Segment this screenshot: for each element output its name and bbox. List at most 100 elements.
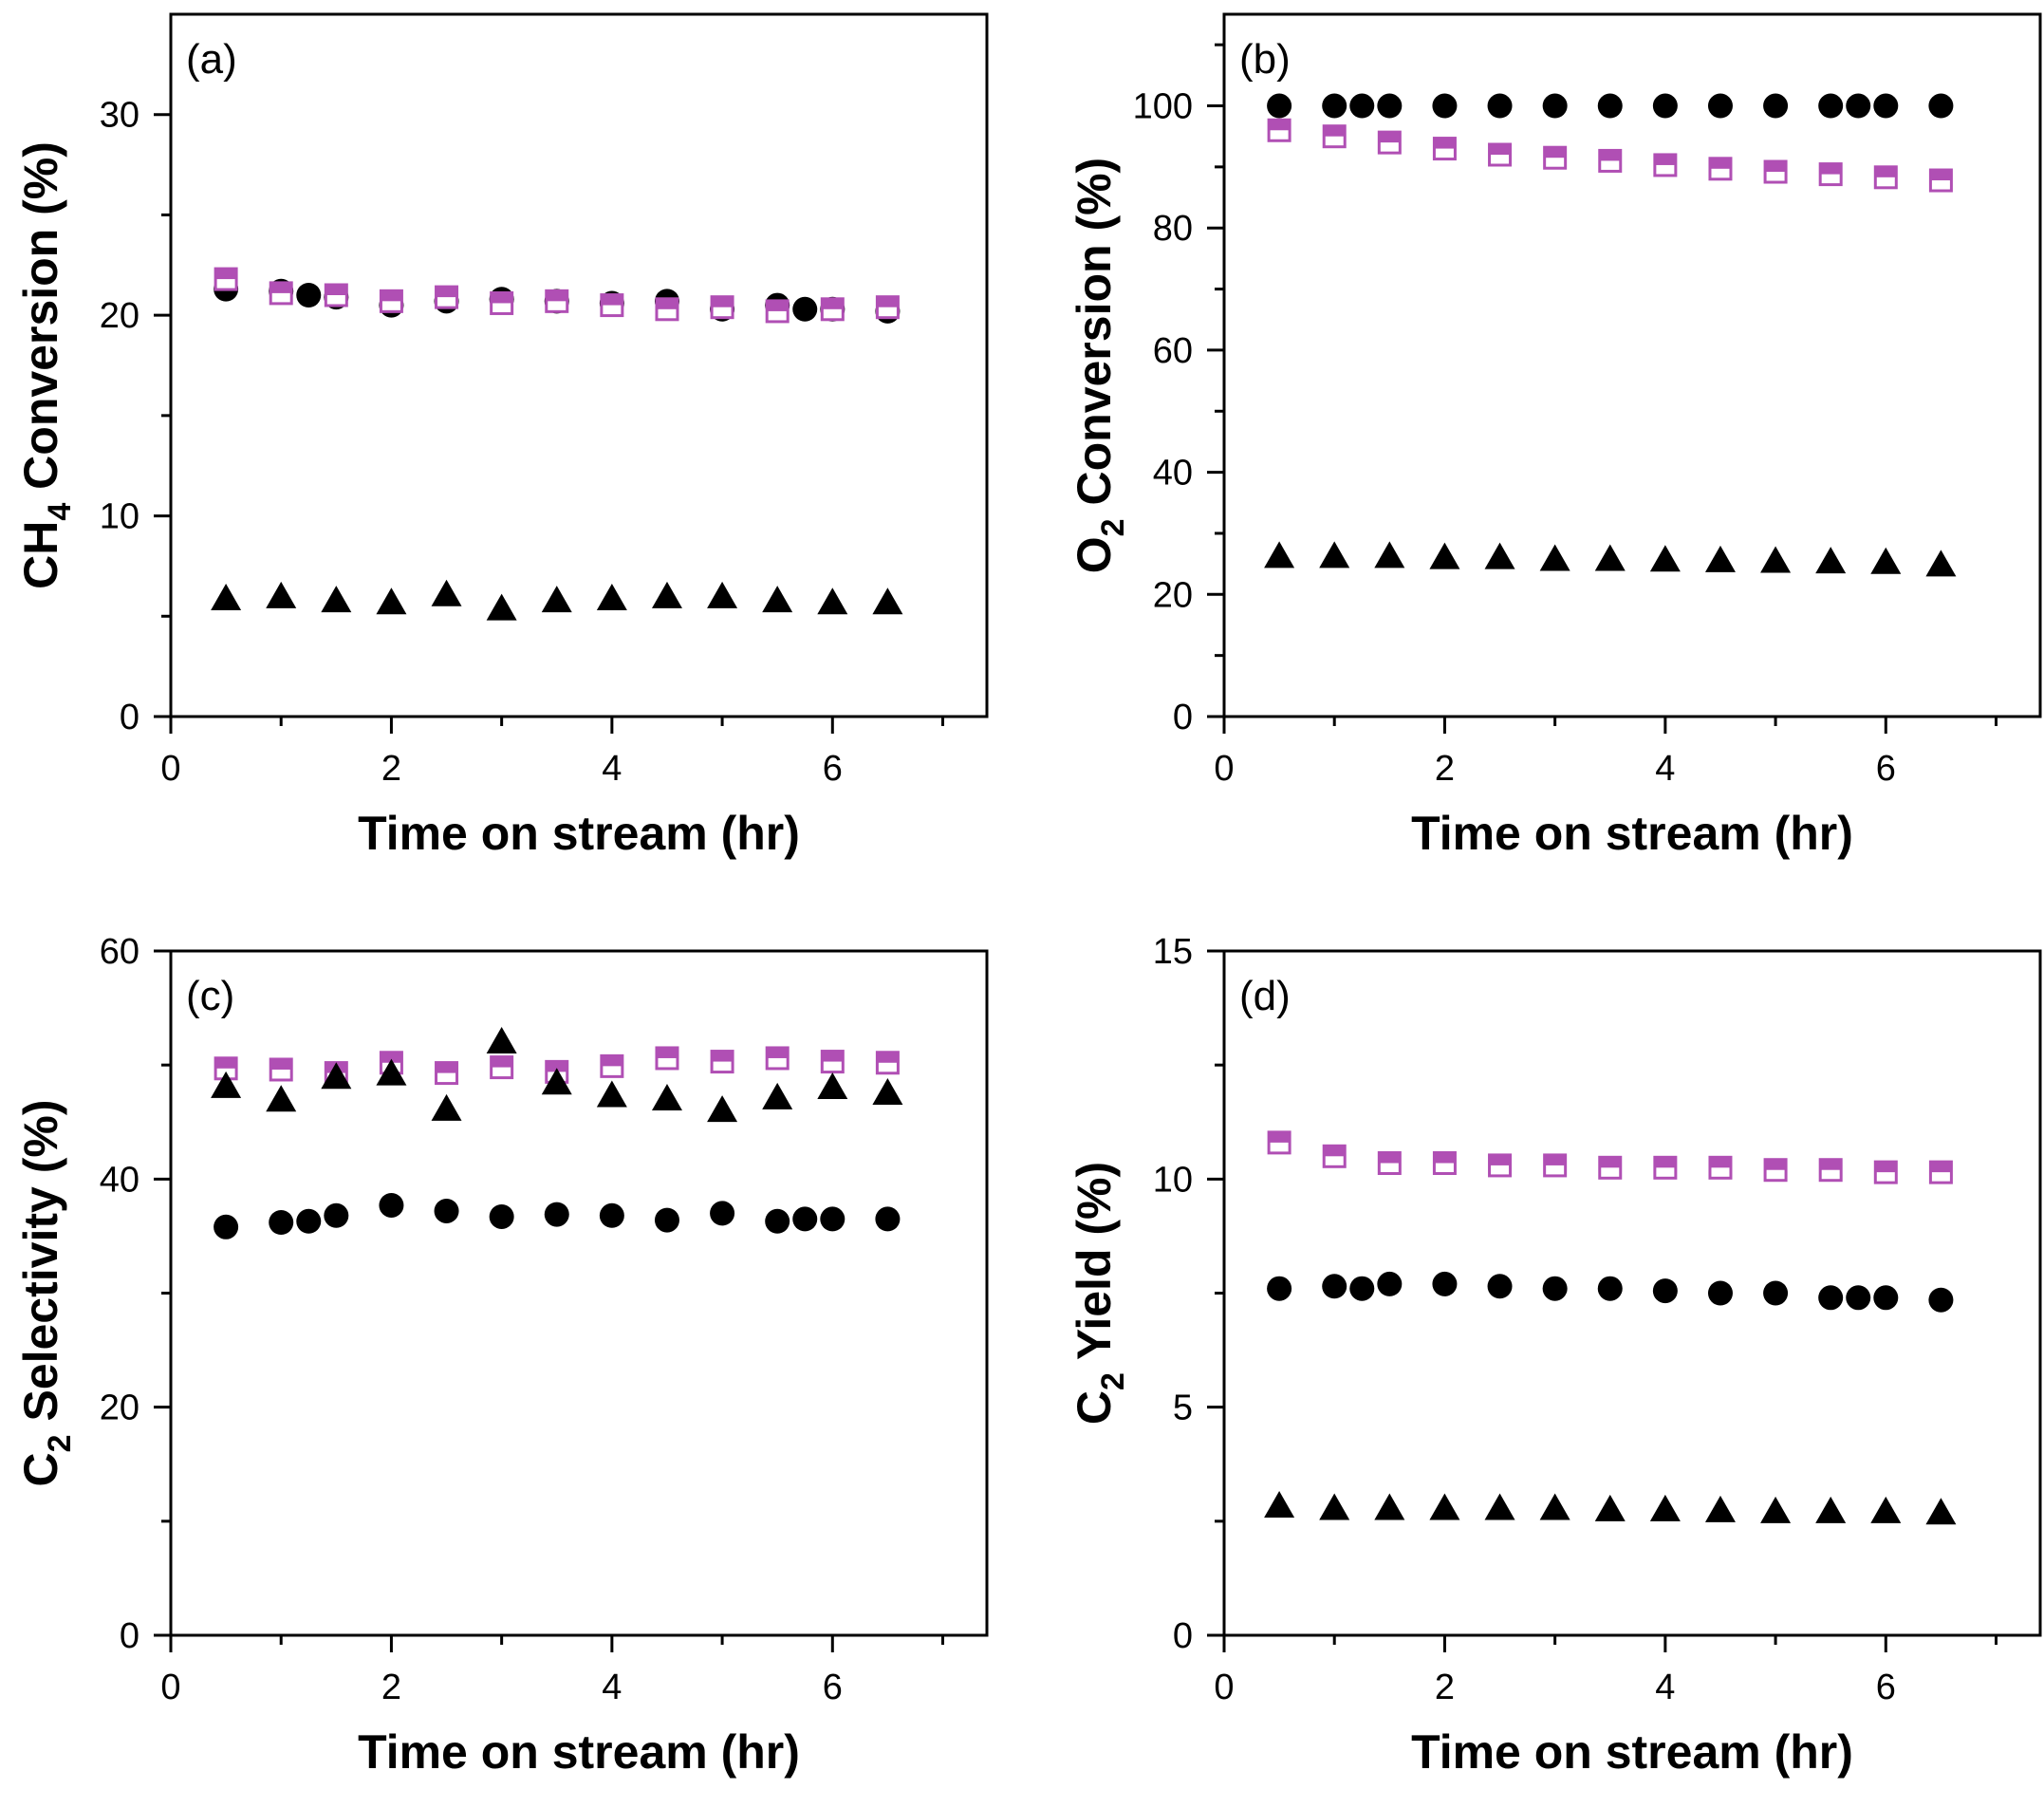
y-axis-title-main: C [14, 1452, 67, 1486]
data-point-square [490, 1055, 514, 1080]
data-point-triangle [1374, 1493, 1405, 1520]
data-point-triangle [707, 1095, 738, 1123]
data-point-square [214, 267, 238, 291]
data-point-triangle [1484, 1493, 1515, 1520]
data-point-triangle [762, 1082, 793, 1109]
data-point-circle [765, 1208, 790, 1234]
data-point-circle [1267, 93, 1292, 119]
data-point-triangle [817, 1072, 848, 1100]
data-point-circle [710, 1201, 735, 1226]
y-axis-title-subscript: 2 [42, 1434, 78, 1452]
data-point-circle [1597, 93, 1623, 119]
data-point-triangle [707, 581, 738, 608]
y-axis-title: C2 Yield (%) [1068, 1162, 1131, 1425]
data-point-square [655, 297, 679, 322]
data-point-circle [1432, 1271, 1458, 1296]
data-point-square [269, 1057, 293, 1082]
data-point-circle [1349, 1276, 1375, 1301]
data-point-triangle [266, 581, 297, 608]
y-tick-label: 20 [1153, 575, 1193, 615]
data-point-triangle [817, 587, 848, 615]
data-point-triangle [321, 586, 352, 613]
data-point-triangle [431, 579, 462, 606]
data-point-square [1873, 1160, 1898, 1184]
x-tick-label: 6 [1876, 749, 1896, 789]
data-point-square [1267, 118, 1291, 142]
data-point-circle [296, 283, 322, 308]
y-axis-title-rest: Selectivity (%) [14, 1100, 67, 1435]
x-tick-label: 0 [1214, 1668, 1234, 1707]
data-point-square [710, 1050, 734, 1074]
y-tick-label: 0 [120, 1616, 139, 1656]
data-point-circle [820, 1206, 845, 1232]
data-point-triangle [1649, 1494, 1681, 1521]
panel-label: (d) [1239, 973, 1291, 1019]
data-point-triangle [762, 586, 793, 613]
data-point-square [875, 1051, 900, 1075]
data-point-circle [1846, 1285, 1871, 1311]
data-point-triangle [1539, 1493, 1570, 1520]
data-point-triangle [376, 587, 407, 615]
series-filled-circle [1267, 1271, 1954, 1313]
data-point-square [1543, 1153, 1568, 1178]
data-point-circle [269, 1209, 294, 1235]
data-point-circle [1267, 1276, 1292, 1301]
plot-frame [1222, 12, 2042, 718]
data-point-circle [1818, 93, 1844, 119]
x-tick-label: 2 [381, 1668, 401, 1707]
y-tick-label: 40 [1153, 454, 1193, 494]
series-filled-circle [214, 1192, 901, 1240]
series-filled-triangle [1264, 1491, 1957, 1525]
y-tick-label: 60 [1153, 331, 1193, 371]
data-point-square [1653, 1155, 1678, 1180]
data-point-triangle [651, 1084, 682, 1111]
x-tick-label: 2 [1435, 749, 1455, 789]
data-point-circle [1322, 93, 1347, 119]
data-point-square [1377, 130, 1402, 155]
y-axis-title-main: O [1068, 536, 1121, 573]
data-point-circle [379, 1192, 404, 1218]
data-point-triangle [1925, 550, 1957, 577]
x-axis-title: Time on stream (hr) [358, 807, 800, 860]
data-point-circle [1928, 93, 1954, 119]
data-point-square [1873, 165, 1898, 190]
data-point-triangle [1429, 542, 1460, 569]
x-axis-title: Time on stream (hr) [1411, 1725, 1853, 1779]
data-point-square [435, 1061, 459, 1086]
y-axis-title-rest: Yield (%) [1068, 1162, 1121, 1372]
y-axis-title: CH4 Conversion (%) [14, 141, 78, 589]
data-point-circle [1377, 1271, 1403, 1296]
data-point-triangle [1264, 541, 1295, 568]
y-tick-label: 5 [1173, 1389, 1193, 1428]
data-point-square [1708, 157, 1733, 181]
data-point-triangle [1319, 1493, 1350, 1520]
data-point-circle [792, 296, 818, 322]
data-point-circle [1542, 93, 1568, 119]
data-point-square [379, 289, 403, 313]
x-axis-title: Time on stream (hr) [358, 1725, 800, 1779]
y-axis-title-subscript: 2 [1095, 1372, 1131, 1390]
y-axis-title-main: CH [14, 521, 67, 589]
panel-label: (b) [1239, 36, 1291, 83]
panel-label: (a) [186, 36, 237, 83]
data-point-square [1488, 1153, 1513, 1178]
data-point-square [1598, 1155, 1623, 1180]
data-point-triangle [541, 1068, 572, 1095]
data-point-triangle [1870, 1496, 1902, 1523]
y-tick-label: 80 [1153, 209, 1193, 249]
data-point-circle [1597, 1276, 1623, 1301]
data-point-square [875, 295, 900, 320]
plot-frame [1222, 949, 2042, 1637]
y-axis-title-subscript: 4 [42, 503, 78, 521]
data-point-circle [654, 1207, 679, 1233]
data-point-square [1928, 1160, 1953, 1184]
data-point-square [324, 283, 348, 308]
panel-label: (c) [186, 973, 234, 1019]
data-point-square [710, 295, 734, 320]
data-point-circle [875, 1206, 901, 1232]
data-point-triangle [1429, 1493, 1460, 1520]
series-half-filled-square [1267, 118, 1953, 193]
